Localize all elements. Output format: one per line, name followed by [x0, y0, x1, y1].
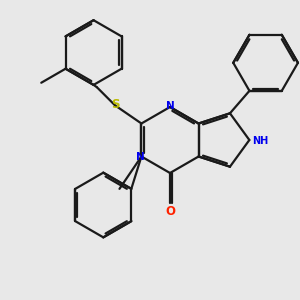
Text: NH: NH: [252, 136, 268, 146]
Text: N: N: [166, 101, 175, 111]
Text: O: O: [165, 205, 175, 218]
Text: N: N: [136, 152, 145, 161]
Text: S: S: [111, 98, 119, 111]
